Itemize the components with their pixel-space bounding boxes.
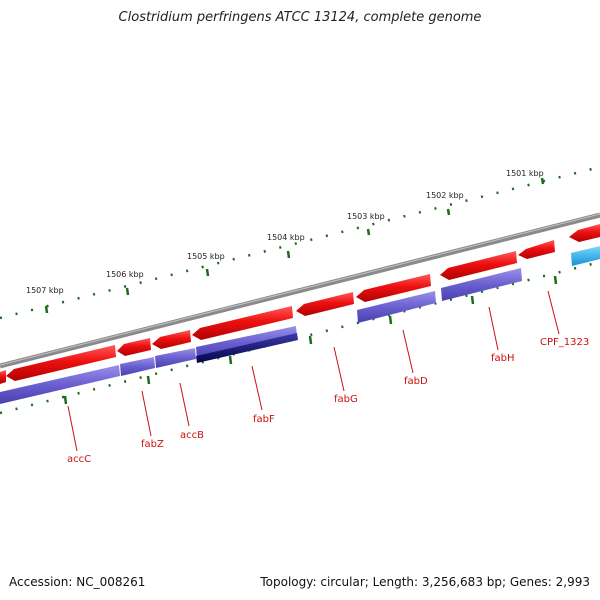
map-title: Clostridium perfringens ATCC 13124, comp… — [118, 10, 482, 25]
gene-label-fabH[interactable]: fabH — [491, 353, 515, 364]
gene-arrow[interactable] — [6, 345, 116, 381]
genome-backbone-highlight — [0, 213, 600, 366]
gene-arrow[interactable] — [569, 224, 600, 242]
cds-bar[interactable] — [441, 268, 522, 301]
cds-bars — [0, 246, 600, 404]
accession-text: Accession: NC_008261 — [9, 575, 146, 589]
gene-label-fabD[interactable]: fabD — [404, 376, 428, 387]
cds-bar[interactable] — [357, 291, 436, 323]
gene-label-fabZ[interactable]: fabZ — [141, 439, 164, 450]
gene-label-fabG[interactable]: fabG — [334, 394, 358, 405]
gene-arrow[interactable] — [440, 251, 517, 280]
gene-label-accB[interactable]: accB — [180, 430, 204, 441]
gene-arrow[interactable] — [152, 330, 191, 349]
gene-arrow[interactable] — [117, 338, 151, 356]
topology-text: Topology: circular; Length: 3,256,683 bp… — [260, 575, 590, 589]
cds-bar[interactable] — [155, 348, 196, 368]
scale-outer-dots — [0, 165, 600, 320]
gene-arrow[interactable] — [356, 274, 431, 302]
gene-arrow[interactable] — [518, 240, 555, 259]
scale-major-ticks — [44, 177, 545, 314]
cds-bar[interactable] — [0, 365, 120, 404]
scale-label: 1504 kbp — [267, 233, 305, 242]
cds-bar[interactable] — [120, 357, 155, 376]
gene-label-fabF[interactable]: fabF — [253, 414, 275, 425]
gene-label-accC[interactable]: accC — [67, 454, 91, 465]
scale-label: 1503 kbp — [347, 212, 385, 221]
cds-bar-highlight[interactable] — [196, 333, 298, 363]
gene-arrow[interactable] — [0, 370, 6, 384]
other-feature[interactable] — [571, 246, 600, 266]
scale-label: 1507 kbp — [26, 286, 64, 295]
scale-inner-ticks — [63, 275, 558, 405]
gene-arrows — [0, 224, 600, 384]
gene-label-CPF_1323[interactable]: CPF_1323 — [540, 337, 589, 348]
scale-label: 1505 kbp — [187, 252, 225, 261]
label-leaders — [67, 290, 560, 452]
gene-arrow[interactable] — [192, 306, 293, 340]
scale-label: 1506 kbp — [106, 270, 144, 279]
scale-inner-dots — [0, 260, 600, 415]
scale-label: 1501 kbp — [506, 169, 544, 178]
genome-backbone — [0, 212, 600, 369]
gene-arrow[interactable] — [296, 292, 354, 316]
scale-label: 1502 kbp — [426, 191, 464, 200]
